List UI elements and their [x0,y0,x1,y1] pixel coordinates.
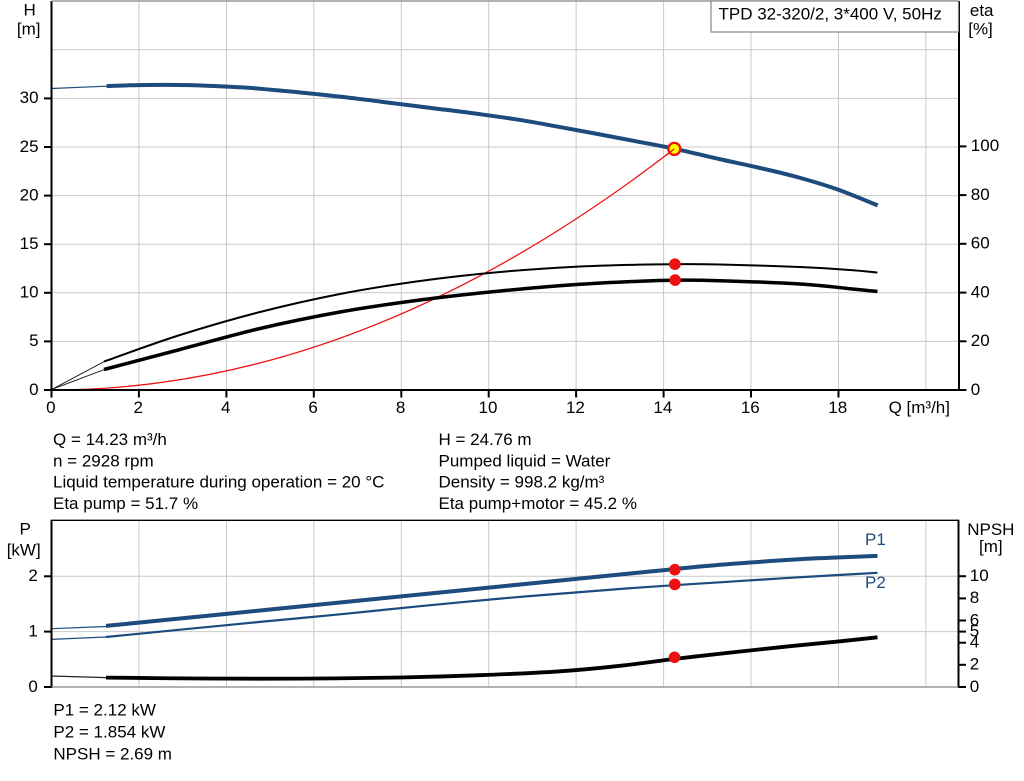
svg-text:2: 2 [28,566,37,585]
svg-text:5: 5 [970,621,979,640]
svg-text:[m]: [m] [17,19,41,38]
svg-text:P2 = 1.854 kW: P2 = 1.854 kW [53,723,165,742]
svg-text:10: 10 [970,566,989,585]
svg-text:H = 24.76 m: H = 24.76 m [439,430,532,449]
svg-text:0: 0 [971,380,980,399]
svg-text:2: 2 [970,655,979,674]
svg-text:4: 4 [970,632,979,651]
svg-text:eta: eta [970,1,994,20]
svg-text:6: 6 [970,610,979,629]
svg-text:Liquid temperature during oper: Liquid temperature during operation = 20… [53,473,384,492]
svg-text:0: 0 [28,677,37,696]
svg-text:[%]: [%] [968,20,993,39]
svg-text:100: 100 [971,136,999,155]
svg-text:14: 14 [653,398,672,417]
svg-text:P: P [20,520,31,539]
svg-text:20: 20 [20,185,39,204]
svg-text:0: 0 [970,677,979,696]
svg-text:Pumped liquid = Water: Pumped liquid = Water [439,451,611,470]
svg-text:5: 5 [29,331,38,350]
svg-text:H: H [23,0,35,19]
svg-text:P1: P1 [865,530,886,549]
svg-text:NPSH = 2.69 m: NPSH = 2.69 m [53,744,172,763]
svg-text:20: 20 [971,331,990,350]
svg-text:P2: P2 [865,573,886,592]
svg-text:60: 60 [971,234,990,253]
svg-text:10: 10 [20,283,39,302]
svg-text:8: 8 [396,398,405,417]
svg-text:12: 12 [566,398,585,417]
svg-text:30: 30 [20,88,39,107]
svg-text:25: 25 [20,137,39,156]
svg-text:P1 = 2.12 kW: P1 = 2.12 kW [53,701,156,720]
svg-text:0: 0 [46,398,55,417]
svg-text:Q [m³/h]: Q [m³/h] [889,398,950,417]
svg-text:80: 80 [971,185,990,204]
svg-text:10: 10 [479,398,498,417]
svg-text:n = 2928 rpm: n = 2928 rpm [53,451,154,470]
svg-text:6: 6 [308,398,317,417]
svg-text:16: 16 [741,398,760,417]
svg-text:[kW]: [kW] [7,541,41,560]
svg-text:Density = 998.2 kg/m³: Density = 998.2 kg/m³ [439,473,605,492]
svg-text:1: 1 [28,621,37,640]
svg-text:TPD 32-320/2, 3*400 V, 50Hz: TPD 32-320/2, 3*400 V, 50Hz [719,5,942,24]
svg-text:Q = 14.23 m³/h: Q = 14.23 m³/h [53,430,167,449]
svg-text:0: 0 [29,380,38,399]
svg-text:40: 40 [971,282,990,301]
svg-text:4: 4 [221,398,230,417]
svg-text:Eta pump = 51.7 %: Eta pump = 51.7 % [53,494,198,513]
svg-text:NPSH: NPSH [967,520,1014,539]
svg-text:8: 8 [970,588,979,607]
svg-text:15: 15 [20,234,39,253]
svg-text:[m]: [m] [979,537,1003,556]
svg-text:2: 2 [134,398,143,417]
svg-text:18: 18 [828,398,847,417]
svg-text:Eta pump+motor = 45.2 %: Eta pump+motor = 45.2 % [439,494,637,513]
